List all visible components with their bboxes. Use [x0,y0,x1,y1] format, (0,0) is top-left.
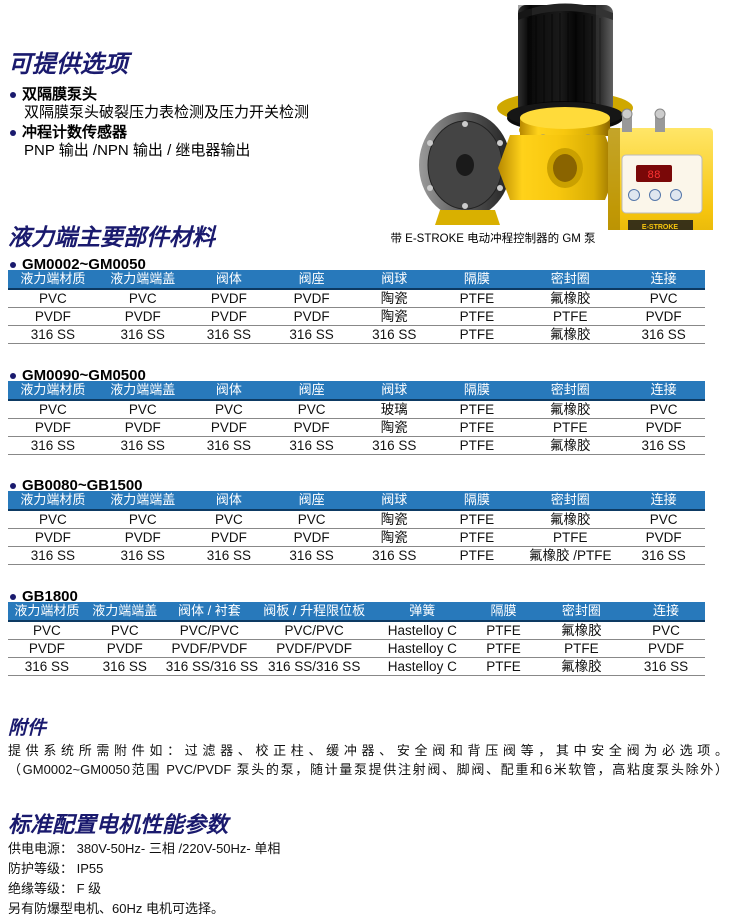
svg-text:88: 88 [647,170,660,182]
